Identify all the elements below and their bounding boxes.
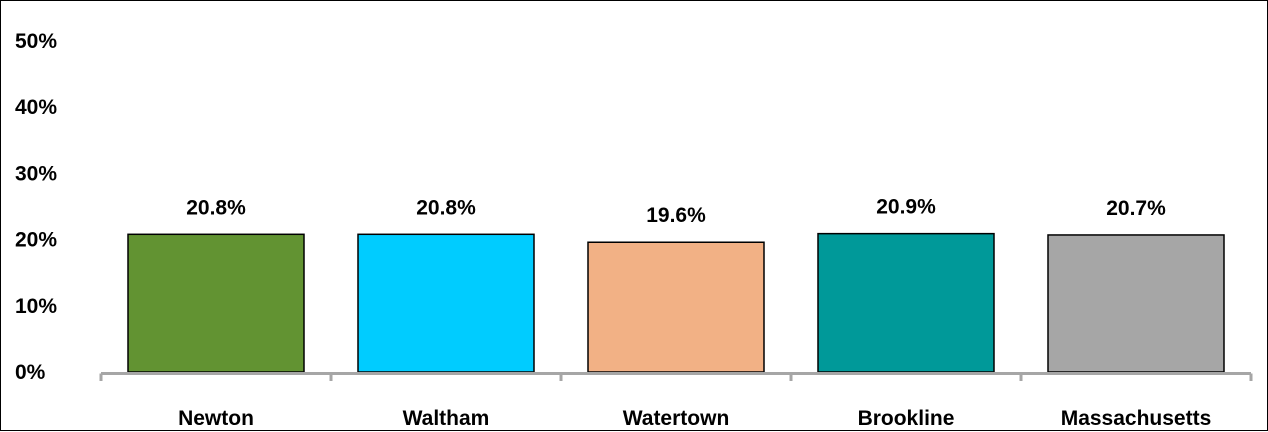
data-label-brookline: 20.9%	[876, 196, 936, 219]
bar-brookline	[817, 232, 995, 373]
x-tick-label-massachusetts: Massachusetts	[1061, 407, 1212, 430]
bar-newton	[127, 233, 305, 373]
y-tick-label: 40%	[15, 96, 57, 119]
y-tick-label: 30%	[15, 162, 57, 185]
x-axis	[99, 372, 1253, 381]
y-tick-label: 0%	[15, 361, 46, 384]
x-tick-label-newton: Newton	[178, 407, 254, 430]
x-tick-label-brookline: Brookline	[858, 407, 955, 430]
y-tick-label: 50%	[15, 30, 57, 53]
y-tick-label: 20%	[15, 229, 57, 252]
data-label-watertown: 19.6%	[646, 204, 706, 227]
x-tick-label-watertown: Watertown	[623, 407, 730, 430]
data-label-waltham: 20.8%	[416, 196, 476, 219]
data-label-newton: 20.8%	[186, 196, 246, 219]
bar-waltham	[357, 233, 535, 373]
y-tick-label: 10%	[15, 295, 57, 318]
y-axis-tick-labels: 0% 10% 20% 30% 40% 50%	[15, 30, 57, 384]
x-axis-tick-labels: Newton Waltham Watertown Brookline Massachus…	[178, 407, 1211, 430]
bars	[127, 232, 1225, 373]
data-labels: 20.8% 20.8% 19.6% 20.9% 20.7%	[186, 196, 1166, 228]
bar-massachusetts	[1047, 234, 1225, 373]
bar-watertown	[587, 241, 765, 373]
x-tick-label-waltham: Waltham	[403, 407, 490, 430]
data-label-massachusetts: 20.7%	[1106, 197, 1166, 220]
